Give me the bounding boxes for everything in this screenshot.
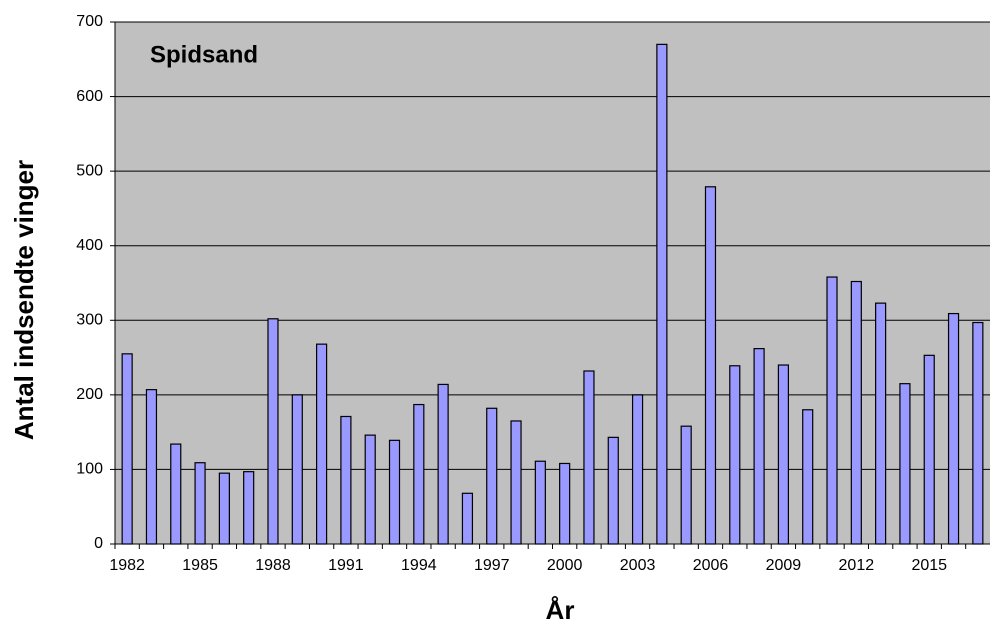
y-tick-label: 0 — [94, 535, 103, 552]
bar — [559, 462, 571, 545]
x-tick-label: 2003 — [620, 557, 656, 574]
bar — [315, 343, 328, 545]
bar — [631, 394, 644, 545]
bar — [340, 415, 352, 545]
x-tick-label: 1988 — [255, 557, 291, 574]
x-tick-label: 1994 — [401, 557, 437, 574]
bar — [437, 383, 449, 545]
x-tick-label: 1985 — [182, 557, 218, 574]
bar — [680, 425, 692, 545]
plot-area — [115, 22, 990, 544]
bar — [850, 280, 862, 545]
bar — [753, 348, 765, 545]
x-tick-label: 1991 — [328, 557, 364, 574]
y-tick-label: 400 — [76, 237, 103, 254]
bar — [364, 434, 376, 545]
bar — [802, 409, 814, 545]
bar — [243, 471, 255, 545]
y-tick-label: 200 — [76, 386, 103, 403]
bar — [875, 302, 887, 545]
chart-title: Spidsand — [150, 41, 258, 68]
x-axis-label: År — [546, 595, 575, 625]
y-tick-label: 100 — [76, 461, 103, 478]
y-tick-label: 500 — [76, 162, 103, 179]
y-tick-label: 700 — [76, 13, 103, 30]
bar — [291, 394, 303, 545]
bar — [388, 439, 401, 545]
bar — [534, 460, 546, 545]
x-tick-label: 2015 — [911, 557, 947, 574]
bar — [656, 43, 668, 545]
bar — [947, 312, 960, 545]
x-tick-label: 2006 — [693, 557, 729, 574]
x-tick-label: 1997 — [474, 557, 510, 574]
y-axis-label: Antal indsendte vinger — [9, 160, 39, 440]
bar — [145, 389, 158, 545]
bar — [267, 318, 279, 545]
y-tick-label: 300 — [76, 312, 103, 329]
bar — [899, 383, 911, 545]
bar — [486, 407, 498, 545]
bar — [510, 420, 522, 545]
x-tick-label: 2012 — [839, 557, 875, 574]
bar — [972, 321, 984, 545]
bar — [704, 186, 717, 545]
x-tick-label: 2000 — [547, 557, 583, 574]
bar — [729, 365, 741, 545]
bar — [194, 462, 206, 545]
bar — [121, 353, 133, 545]
x-tick-label: 1982 — [109, 557, 145, 574]
bar — [218, 472, 230, 545]
bar — [923, 354, 935, 545]
bar — [461, 492, 474, 545]
y-tick-label: 600 — [76, 88, 103, 105]
bar — [170, 443, 182, 545]
bar — [607, 436, 619, 545]
x-tick-label: 2009 — [766, 557, 802, 574]
bar — [583, 370, 595, 545]
bar — [413, 403, 425, 545]
bar — [777, 364, 790, 545]
bar — [826, 276, 838, 545]
